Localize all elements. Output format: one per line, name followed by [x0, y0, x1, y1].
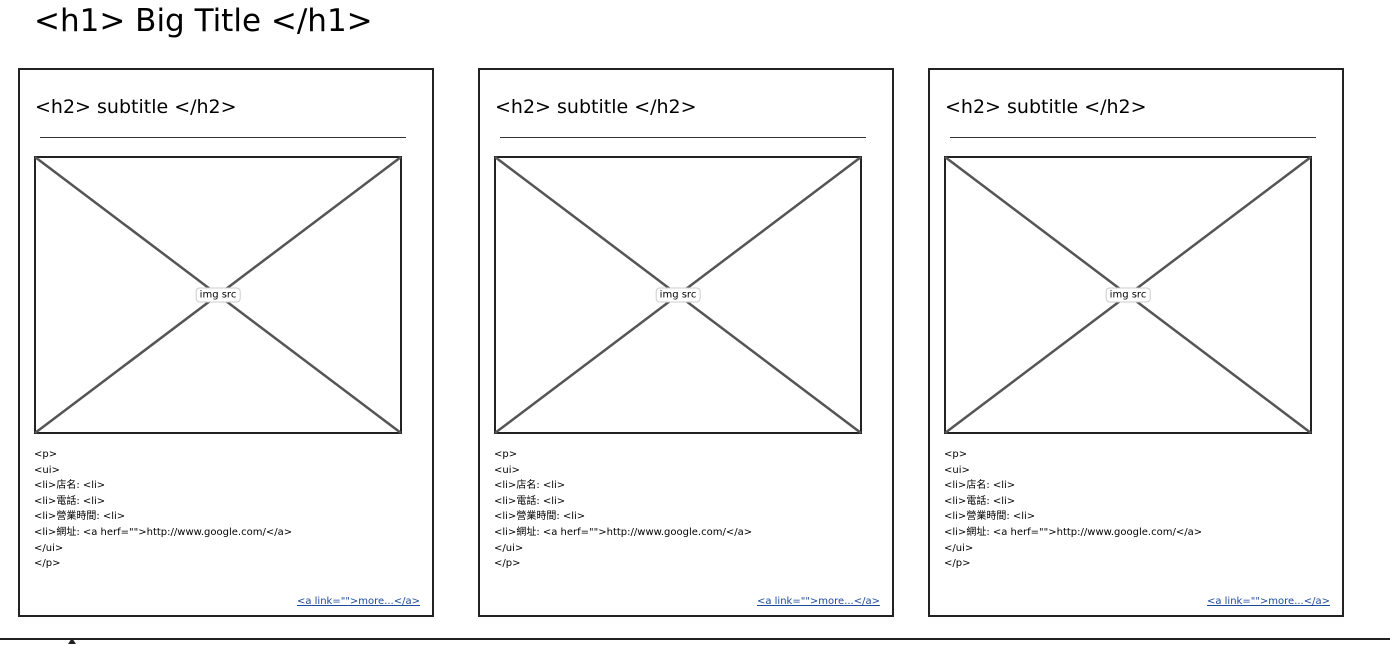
- code-line: <li>店名: <li>: [34, 480, 106, 492]
- card-subtitle: <h2> subtitle </h2>: [495, 96, 697, 118]
- card-subtitle: <h2> subtitle </h2>: [35, 96, 237, 118]
- code-line: <p>: [494, 449, 518, 460]
- code-line: </ui>: [34, 542, 64, 554]
- card: <h2> subtitle </h2> img src <p> <ui> <li>店名:…: [18, 68, 434, 617]
- code-line: </ui>: [944, 542, 974, 554]
- code-line: <ui>: [34, 464, 60, 476]
- divider: [950, 137, 1316, 138]
- baseline: [0, 638, 1390, 640]
- image-placeholder: img src: [944, 156, 1312, 434]
- card: <h2> subtitle </h2> img src <p> <ui> <li>店名:…: [928, 68, 1344, 617]
- code-line: <li>網址: <a herf="">http://www.google.com…: [34, 526, 293, 538]
- image-label: img src: [195, 287, 241, 303]
- card: <h2> subtitle </h2> img src <p> <ui> <li>店名:…: [478, 68, 894, 617]
- code-line: <ui>: [944, 464, 970, 476]
- more-link[interactable]: <a link="">more...</a>: [1206, 596, 1330, 607]
- code-line: <li>營業時間: <li>: [944, 511, 1036, 523]
- code-line: </ui>: [494, 542, 524, 554]
- code-line: <li>店名: <li>: [494, 480, 566, 492]
- code-line: <li>電話: <li>: [944, 495, 1016, 507]
- image-label: img src: [1105, 287, 1151, 303]
- code-line: <li>網址: <a herf="">http://www.google.com…: [944, 526, 1203, 538]
- code-line: <li>營業時間: <li>: [34, 511, 126, 523]
- image-placeholder: img src: [494, 156, 862, 434]
- more-link[interactable]: <a link="">more...</a>: [296, 596, 420, 607]
- code-line: <li>電話: <li>: [34, 495, 106, 507]
- image-placeholder: img src: [34, 156, 402, 434]
- code-text: <p> <ui> <li>店名: <li> <li>電話: <li> <li>營業時間:…: [944, 447, 1202, 572]
- divider: [500, 137, 866, 138]
- code-line: <li>店名: <li>: [944, 480, 1016, 492]
- divider: [40, 137, 406, 138]
- code-line: <li>營業時間: <li>: [494, 511, 586, 523]
- code-text: <p> <ui> <li>店名: <li> <li>電話: <li> <li>營業時間:…: [34, 447, 292, 572]
- code-line: <p>: [944, 449, 968, 460]
- code-line: </p>: [944, 558, 971, 570]
- marker: [68, 638, 76, 644]
- code-line: <li>網址: <a herf="">http://www.google.com…: [494, 526, 753, 538]
- page-title: <h1> Big Title </h1>: [34, 3, 373, 39]
- code-line: </p>: [34, 558, 61, 570]
- image-label: img src: [655, 287, 701, 303]
- card-subtitle: <h2> subtitle </h2>: [945, 96, 1147, 118]
- code-line: <p>: [34, 449, 58, 460]
- more-link[interactable]: <a link="">more...</a>: [756, 596, 880, 607]
- code-text: <p> <ui> <li>店名: <li> <li>電話: <li> <li>營業時間:…: [494, 447, 752, 572]
- code-line: </p>: [494, 558, 521, 570]
- code-line: <li>電話: <li>: [494, 495, 566, 507]
- code-line: <ui>: [494, 464, 520, 476]
